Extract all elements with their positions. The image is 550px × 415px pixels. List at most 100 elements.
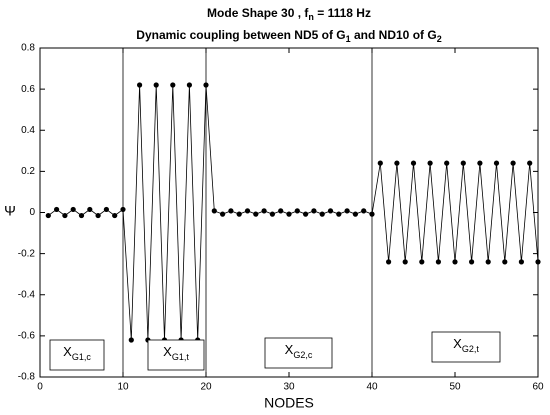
x-tick-label: 20 — [200, 382, 212, 393]
chart-title: Mode Shape 30 , fn = 1118 Hz — [207, 6, 371, 22]
y-tick-label: -0.6 — [18, 331, 36, 342]
data-point — [477, 160, 483, 166]
annotation-box — [147, 339, 205, 371]
x-axis-label: NODES — [264, 395, 314, 411]
annotation: XG1,t — [163, 344, 189, 362]
annotation-main: X — [63, 344, 72, 359]
data-point — [319, 211, 325, 217]
series-line — [48, 84, 539, 341]
y-tick-label: -0.2 — [18, 248, 36, 259]
data-point — [510, 160, 516, 166]
data-point — [128, 337, 134, 343]
data-point — [386, 259, 392, 265]
y-tick-label: -0.4 — [18, 289, 36, 300]
data-point — [211, 208, 217, 214]
annotation-main: X — [163, 344, 172, 359]
x-tick-label: 50 — [449, 382, 461, 393]
data-point — [103, 206, 109, 213]
data-point — [336, 211, 342, 217]
data-point — [444, 160, 450, 166]
data-point — [535, 259, 541, 265]
data-point — [452, 259, 458, 265]
data-point — [311, 208, 317, 214]
annotation-box — [49, 339, 105, 371]
subtitle-part: Dynamic coupling between ND5 of G — [136, 28, 345, 42]
annotation-sub: G1,c — [72, 352, 92, 362]
data-point — [303, 211, 309, 217]
data-point — [527, 160, 533, 166]
data-point — [410, 160, 417, 166]
data-point — [485, 259, 491, 265]
annotation-sub: G2,t — [462, 344, 480, 354]
x-tick-label: 0 — [37, 382, 43, 393]
data-point — [261, 208, 267, 214]
data-point — [402, 259, 408, 265]
data-point — [54, 206, 60, 213]
x-tick-label: 30 — [283, 382, 295, 393]
y-tick-label: 0.8 — [21, 43, 35, 54]
data-point — [344, 208, 350, 214]
data-point — [95, 212, 101, 219]
y-tick-label: 0 — [29, 207, 35, 218]
annotation-box — [264, 337, 333, 369]
data-point — [377, 160, 383, 166]
data-point — [427, 160, 433, 166]
y-tick-label: 0.6 — [21, 84, 35, 95]
data-point — [294, 208, 300, 214]
data-point — [419, 259, 425, 265]
data-point — [460, 160, 466, 166]
data-point — [244, 208, 251, 214]
data-point — [78, 212, 85, 219]
x-tick-label: 40 — [366, 382, 378, 393]
y-tick-label: -0.8 — [18, 372, 36, 383]
chart-subtitle: Dynamic coupling between ND5 of G1 and N… — [136, 28, 441, 44]
data-point — [137, 82, 143, 88]
x-tick-label: 60 — [532, 382, 544, 393]
y-tick-label: 0.2 — [21, 166, 35, 177]
title-part: = 1118 Hz — [314, 6, 371, 20]
data-point — [369, 211, 375, 217]
data-point — [394, 160, 400, 166]
data-point — [352, 211, 358, 217]
data-point — [278, 208, 284, 214]
data-point — [469, 259, 475, 265]
data-point — [435, 259, 441, 265]
data-point — [286, 211, 292, 217]
y-tick-label: 0.4 — [21, 125, 35, 136]
x-tick-label: 10 — [117, 382, 129, 393]
annotation: XG1,c — [63, 344, 91, 362]
data-point — [502, 259, 508, 265]
subtitle-part: and ND10 of G — [351, 28, 437, 42]
data-point — [220, 211, 226, 217]
data-point — [45, 212, 51, 219]
y-axis-label: Ψ — [4, 203, 16, 219]
title-part: Mode Shape 30 , f — [207, 6, 309, 20]
annotation-sub: G1,t — [172, 352, 190, 362]
annotation-main: X — [285, 342, 294, 357]
title-part: n — [308, 12, 314, 22]
subtitle-part: 2 — [437, 34, 442, 44]
data-point — [361, 208, 367, 214]
data-point — [518, 259, 525, 265]
data-point — [186, 82, 192, 88]
data-point — [62, 212, 68, 219]
data-point — [87, 206, 93, 213]
annotation: XG2,c — [285, 342, 313, 360]
data-point — [493, 160, 500, 166]
data-point — [203, 82, 209, 88]
data-point — [253, 211, 259, 217]
data-point — [170, 82, 176, 88]
annotation-sub: G2,c — [293, 350, 313, 360]
annotation-main: X — [453, 336, 462, 351]
data-point — [236, 211, 242, 217]
data-point — [327, 208, 334, 214]
data-point — [112, 212, 118, 219]
annotation-box — [431, 331, 501, 363]
annotation: XG2,t — [453, 336, 479, 354]
data-point — [228, 208, 234, 214]
subtitle-part: 1 — [346, 34, 351, 44]
data-point — [70, 206, 76, 213]
data-point — [153, 82, 159, 88]
data-point — [269, 211, 275, 217]
